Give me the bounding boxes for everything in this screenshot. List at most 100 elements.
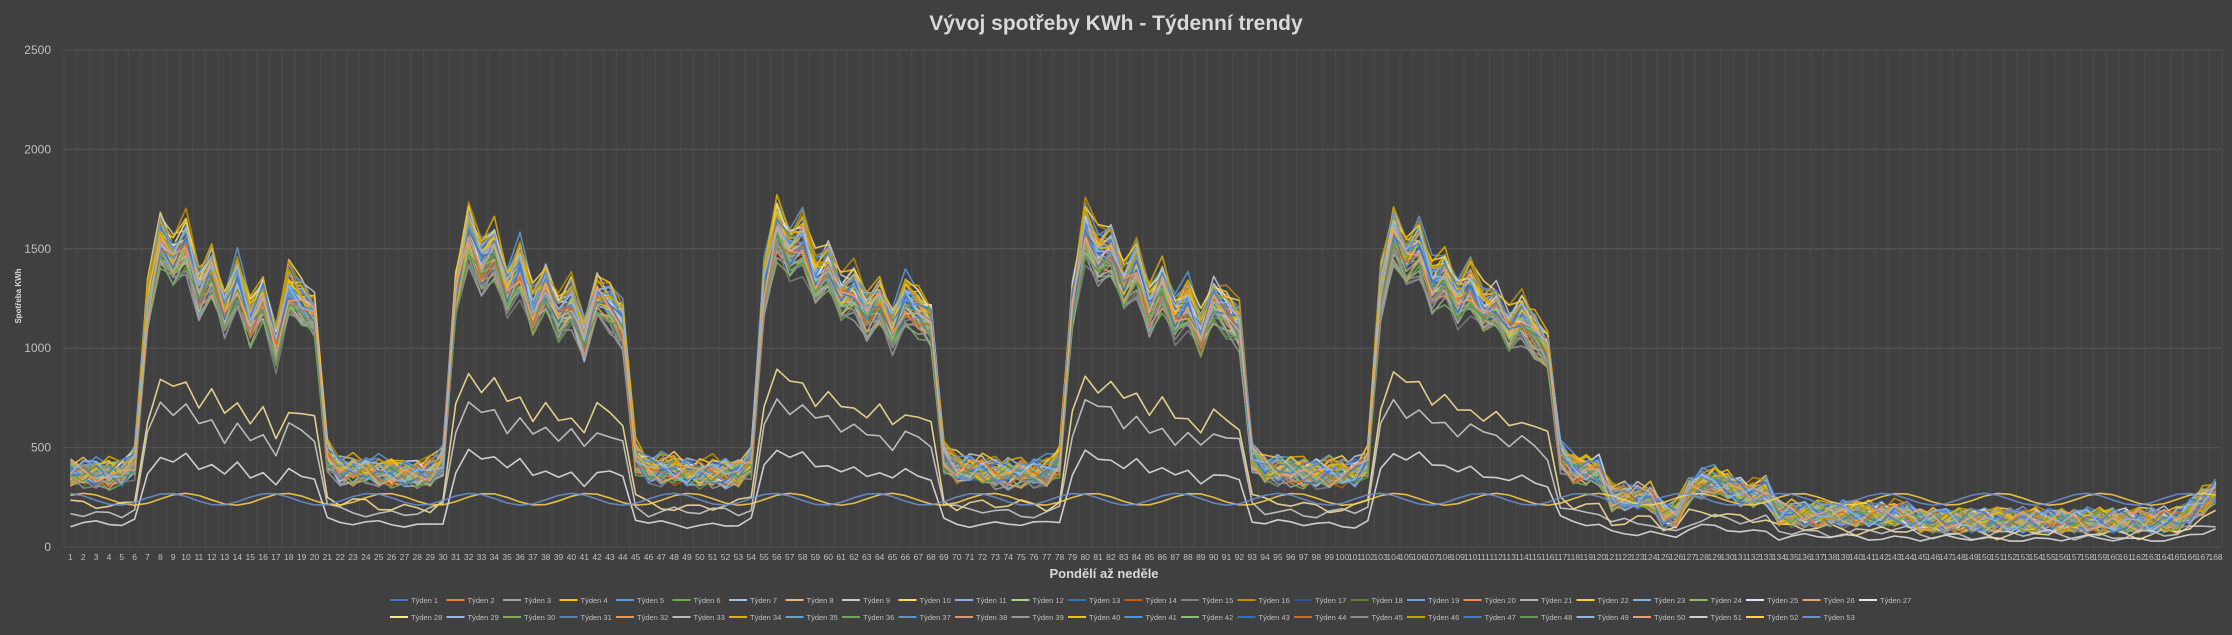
x-tick-label: 115 xyxy=(1528,552,1542,562)
x-tick-label: 129 xyxy=(1708,552,1722,562)
x-tick-label: 154 xyxy=(2029,552,2043,562)
x-tick-label: 40 xyxy=(567,552,577,562)
x-tick-label: 52 xyxy=(721,552,731,562)
x-tick-label: 44 xyxy=(618,552,628,562)
legend-label: Týden 12 xyxy=(1033,596,1064,605)
x-tick-label: 60 xyxy=(824,552,834,562)
x-tick-label: 14 xyxy=(233,552,243,562)
x-tick-label: 88 xyxy=(1183,552,1193,562)
x-tick-label: 4 xyxy=(107,552,112,562)
x-tick-label: 161 xyxy=(2119,552,2133,562)
x-tick-label: 138 xyxy=(1823,552,1837,562)
x-tick-label: 42 xyxy=(592,552,602,562)
x-tick-label: 130 xyxy=(1720,552,1734,562)
legend-label: Týden 38 xyxy=(976,613,1007,622)
x-tick-label: 63 xyxy=(862,552,872,562)
x-tick-label: 128 xyxy=(1695,552,1709,562)
legend-label: Týden 40 xyxy=(1089,613,1120,622)
x-tick-label: 11 xyxy=(194,552,203,562)
x-tick-label: 126 xyxy=(1669,552,1683,562)
legend-label: Týden 22 xyxy=(1598,596,1629,605)
series-line-27 xyxy=(70,448,2216,542)
x-tick-label: 64 xyxy=(875,552,885,562)
x-tick-label: 148 xyxy=(1952,552,1966,562)
x-tick-label: 160 xyxy=(2106,552,2120,562)
x-tick-label: 131 xyxy=(1733,552,1747,562)
legend-label: Týden 15 xyxy=(1202,596,1233,605)
x-tick-label: 121 xyxy=(1605,552,1619,562)
x-tick-label: 119 xyxy=(1579,552,1593,562)
series-line-50 xyxy=(69,227,2216,534)
x-tick-label: 105 xyxy=(1399,552,1413,562)
x-tick-label: 103 xyxy=(1374,552,1388,562)
x-tick-label: 3 xyxy=(94,552,99,562)
x-tick-label: 32 xyxy=(464,552,474,562)
x-tick-label: 117 xyxy=(1554,552,1568,562)
legend: Týden 1 Týden 2 Týden 3 Týden 4 Týden 5 Týden… xyxy=(390,596,1911,622)
x-tick-label: 99 xyxy=(1325,552,1335,562)
y-axis: 0 500 1000 1500 2000 2500 xyxy=(24,43,51,554)
x-tick-label: 166 xyxy=(2183,552,2197,562)
legend-label: Týden 5 xyxy=(637,596,664,605)
x-tick-label: 134 xyxy=(1772,552,1786,562)
x-tick-label: 118 xyxy=(1567,552,1581,562)
x-tick-label: 164 xyxy=(2157,552,2171,562)
legend-label: Týden 7 xyxy=(750,596,777,605)
x-tick-label: 6 xyxy=(132,552,137,562)
x-tick-label: 133 xyxy=(1759,552,1773,562)
x-tick-label: 13 xyxy=(220,552,230,562)
x-tick-label: 8 xyxy=(158,552,163,562)
x-tick-label: 162 xyxy=(2131,552,2145,562)
x-tick-label: 47 xyxy=(657,552,667,562)
y-axis-title: Spotřeba KWh xyxy=(14,268,23,323)
x-tick-label: 36 xyxy=(515,552,525,562)
x-tick-label: 33 xyxy=(477,552,487,562)
y-tick-label: 2500 xyxy=(24,43,51,57)
legend-label: Týden 20 xyxy=(1485,596,1516,605)
y-tick-label: 500 xyxy=(31,441,51,455)
legend-label: Týden 27 xyxy=(1880,596,1911,605)
x-tick-label: 20 xyxy=(310,552,320,562)
x-tick-label: 34 xyxy=(490,552,500,562)
legend-label: Týden 35 xyxy=(807,613,838,622)
x-tick-label: 53 xyxy=(734,552,744,562)
x-tick-label: 165 xyxy=(2170,552,2184,562)
legend-label: Týden 29 xyxy=(468,613,499,622)
x-tick-label: 48 xyxy=(669,552,679,562)
x-tick-label: 70 xyxy=(952,552,962,562)
x-tick-label: 151 xyxy=(1990,552,2004,562)
x-tick-label: 76 xyxy=(1029,552,1039,562)
legend-label: Týden 42 xyxy=(1202,613,1233,622)
legend-label: Týden 16 xyxy=(1259,596,1290,605)
x-tick-label: 90 xyxy=(1209,552,1219,562)
x-tick-label: 54 xyxy=(746,552,756,562)
x-tick-label: 146 xyxy=(1926,552,1940,562)
x-tick-label: 9 xyxy=(171,552,176,562)
x-tick-label: 37 xyxy=(528,552,538,562)
x-tick-label: 21 xyxy=(323,552,333,562)
legend-label: Týden 33 xyxy=(694,613,725,622)
x-tick-label: 30 xyxy=(438,552,448,562)
x-tick-label: 22 xyxy=(335,552,345,562)
x-tick-label: 158 xyxy=(2080,552,2094,562)
legend-label: Týden 25 xyxy=(1767,596,1798,605)
x-tick-label: 106 xyxy=(1412,552,1426,562)
x-tick-label: 127 xyxy=(1682,552,1696,562)
x-tick-label: 26 xyxy=(387,552,397,562)
legend-label: Týden 44 xyxy=(1315,613,1346,622)
x-tick-label: 82 xyxy=(1106,552,1116,562)
legend-label: Týden 11 xyxy=(976,596,1007,605)
x-tick-label: 147 xyxy=(1939,552,1953,562)
series-line-44 xyxy=(70,229,2217,535)
x-tick-label: 57 xyxy=(785,552,795,562)
x-tick-label: 78 xyxy=(1055,552,1065,562)
x-tick-label: 132 xyxy=(1746,552,1760,562)
x-tick-label: 7 xyxy=(145,552,150,562)
y-tick-label: 1000 xyxy=(24,341,51,355)
x-tick-label: 50 xyxy=(695,552,705,562)
x-tick-label: 41 xyxy=(579,552,589,562)
x-tick-label: 87 xyxy=(1170,552,1180,562)
legend-label: Týden 23 xyxy=(1654,596,1685,605)
x-tick-label: 18 xyxy=(284,552,294,562)
